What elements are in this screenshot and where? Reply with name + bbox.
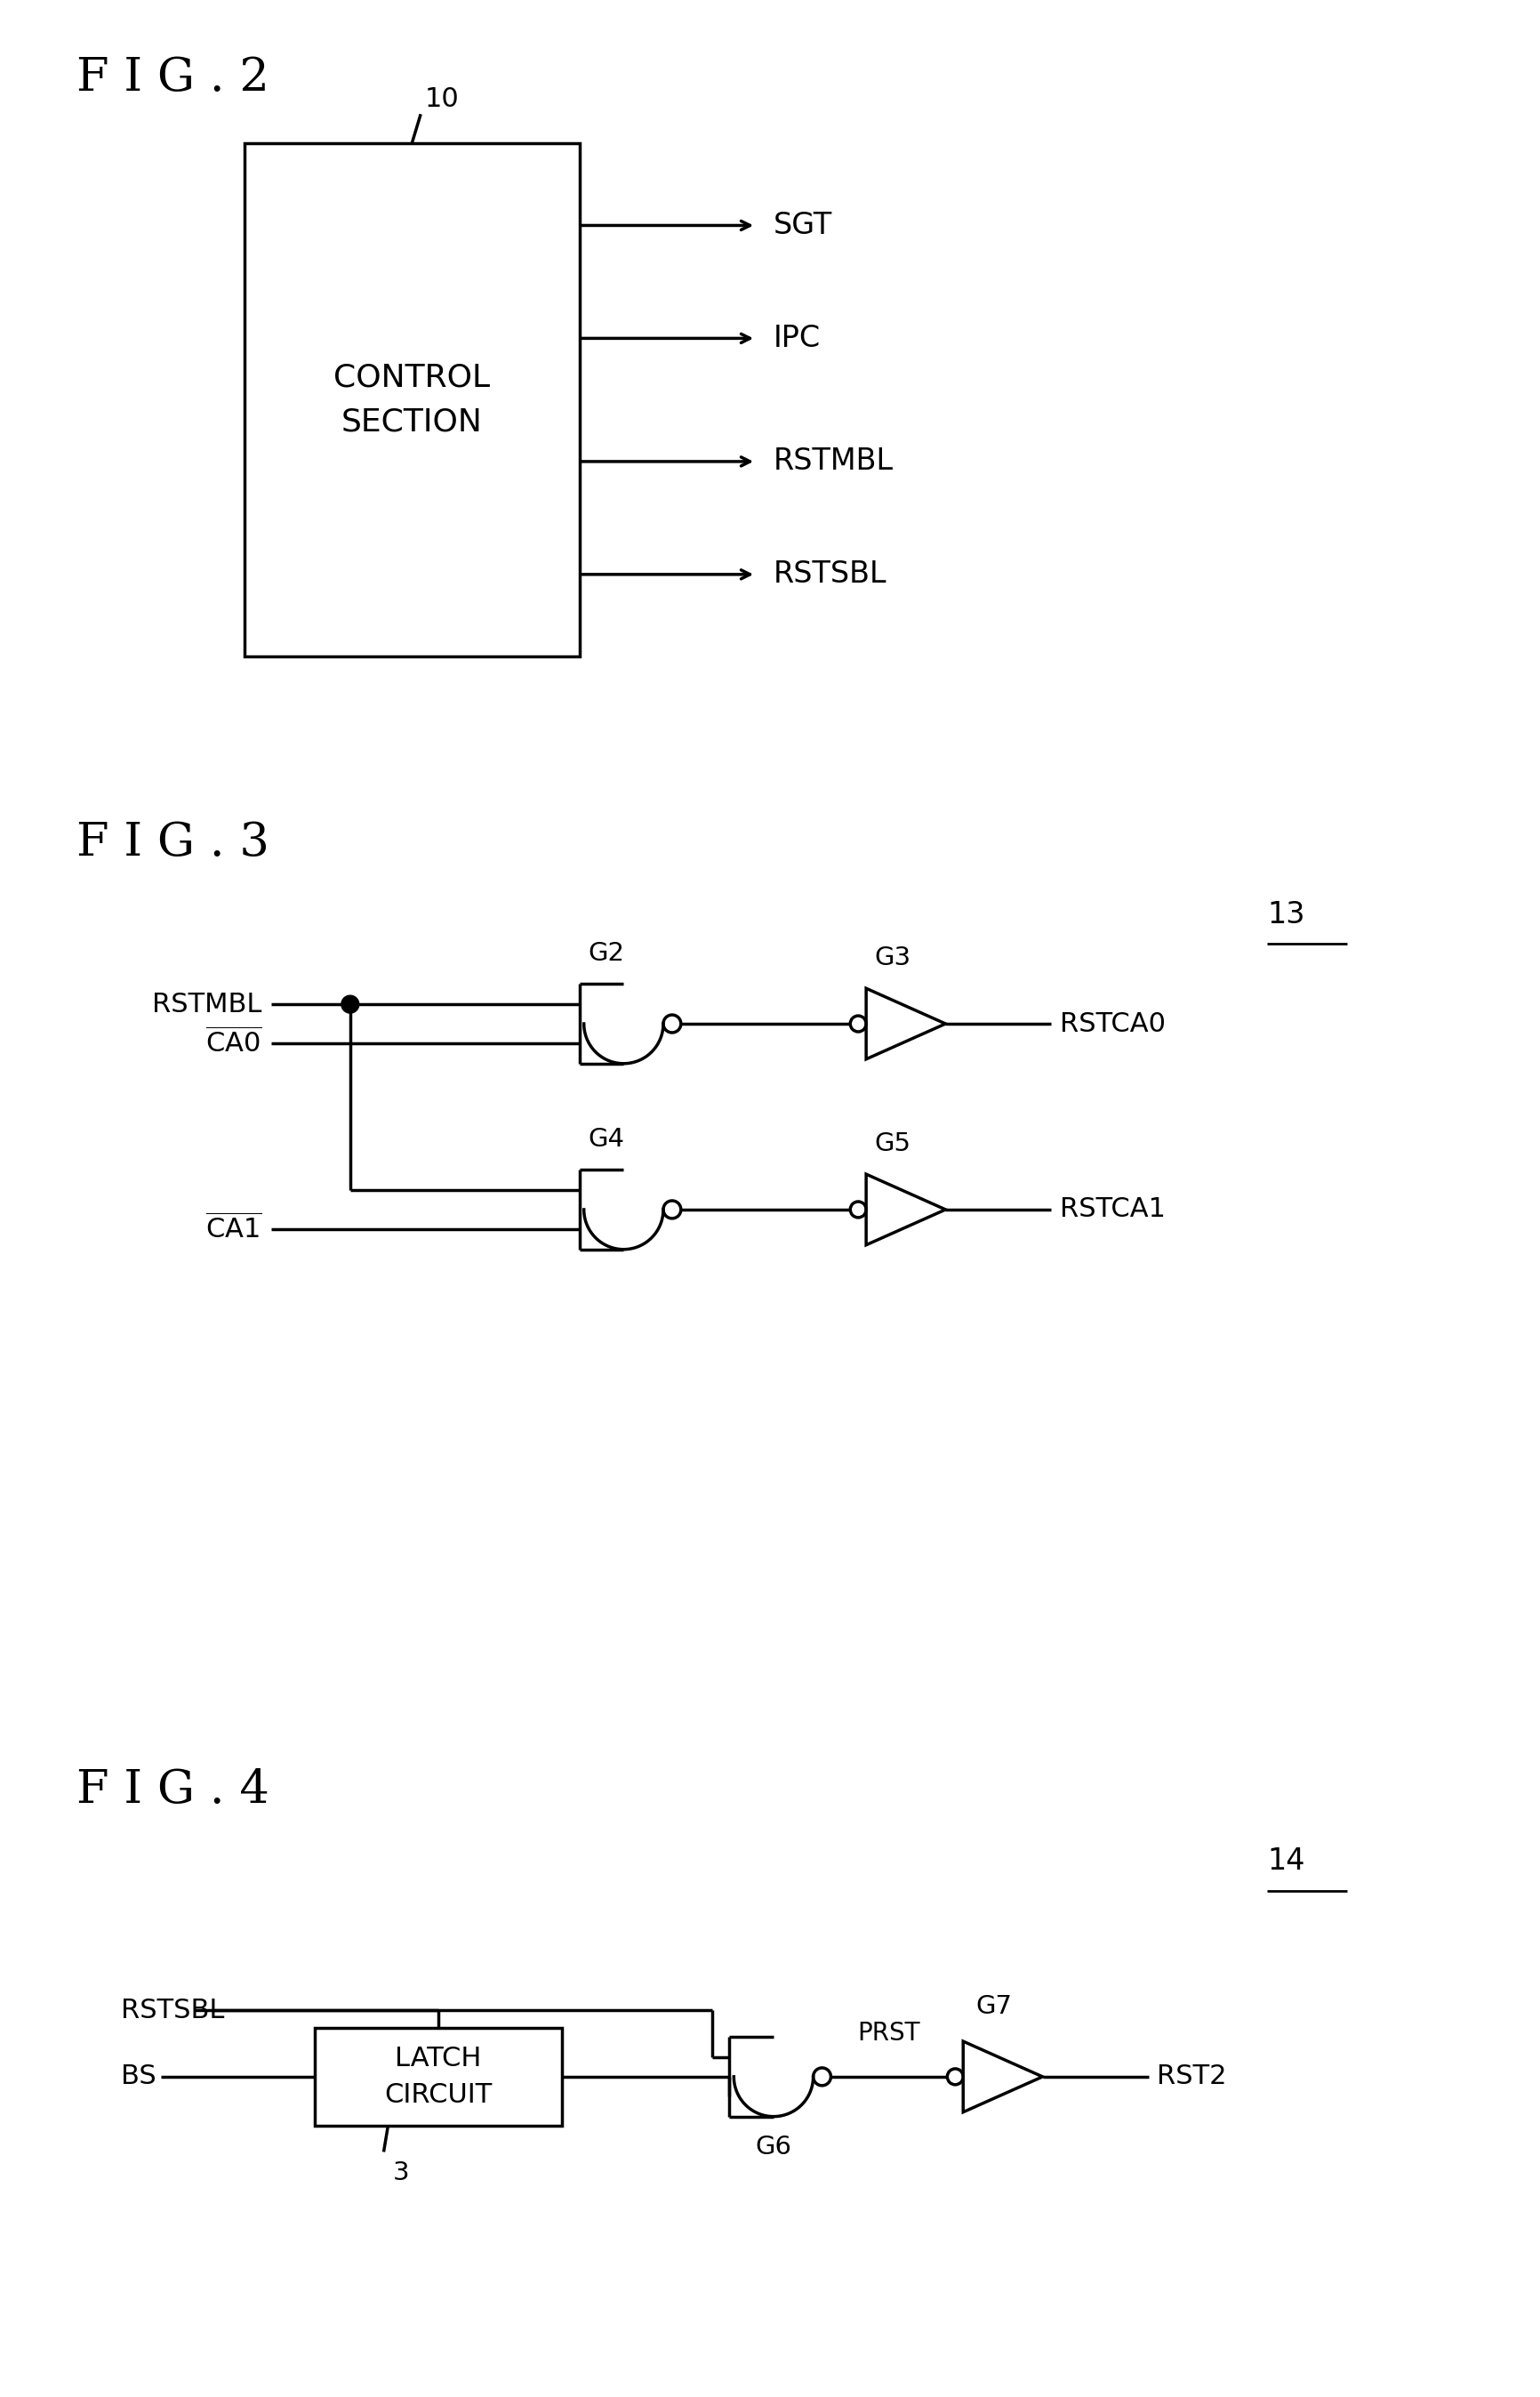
- Bar: [245, 144, 579, 657]
- Text: RSTCA0: RSTCA0: [1060, 1012, 1166, 1036]
- Text: PRST: PRST: [858, 2021, 919, 2045]
- Text: RSTSBL: RSTSBL: [773, 561, 887, 590]
- Text: G2: G2: [587, 942, 624, 966]
- Text: F I G . 4: F I G . 4: [77, 1767, 270, 1812]
- Text: LATCH
CIRCUIT: LATCH CIRCUIT: [385, 2045, 491, 2107]
- Text: RSTSBL: RSTSBL: [120, 1997, 225, 2023]
- Text: G6: G6: [755, 2133, 792, 2160]
- Text: RSTMBL: RSTMBL: [152, 992, 262, 1016]
- Text: F I G . 2: F I G . 2: [77, 55, 270, 101]
- Text: G5: G5: [873, 1131, 910, 1155]
- Text: 10: 10: [425, 86, 459, 113]
- Text: F I G . 3: F I G . 3: [77, 820, 270, 865]
- Bar: [314, 2028, 562, 2126]
- Text: CONTROL
SECTION: CONTROL SECTION: [334, 362, 490, 436]
- Text: SGT: SGT: [773, 211, 832, 240]
- Text: BS: BS: [120, 2064, 156, 2090]
- Text: 3: 3: [393, 2160, 410, 2186]
- Text: $\overline{\mathrm{CA1}}$: $\overline{\mathrm{CA1}}$: [205, 1213, 262, 1244]
- Text: RST2: RST2: [1157, 2064, 1226, 2090]
- Text: G3: G3: [873, 947, 910, 971]
- Text: RSTCA1: RSTCA1: [1060, 1196, 1166, 1222]
- Circle shape: [342, 995, 359, 1014]
- Text: G4: G4: [587, 1127, 624, 1153]
- Text: $\overline{\mathrm{CA0}}$: $\overline{\mathrm{CA0}}$: [205, 1028, 262, 1059]
- Text: 14: 14: [1267, 1846, 1304, 1877]
- Text: IPC: IPC: [773, 324, 821, 352]
- Text: RSTMBL: RSTMBL: [773, 446, 893, 477]
- Text: G7: G7: [975, 1994, 1012, 2018]
- Text: 13: 13: [1267, 899, 1304, 930]
